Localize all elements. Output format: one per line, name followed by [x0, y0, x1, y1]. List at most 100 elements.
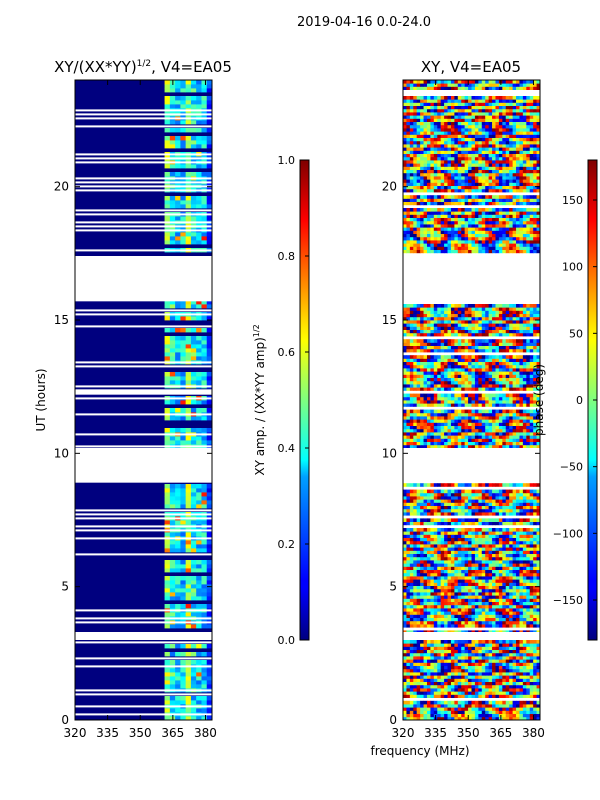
phase-cell — [437, 684, 442, 689]
phase-cell — [522, 393, 527, 398]
phase-cell — [447, 611, 452, 615]
phase-cell — [403, 377, 407, 382]
phase-cell — [437, 396, 442, 401]
phase-cell — [457, 489, 462, 494]
phase-cell — [450, 512, 455, 516]
phase-cell — [485, 412, 490, 417]
phase-cell — [519, 358, 524, 362]
phase-cell — [403, 662, 407, 666]
phase-cell — [454, 384, 459, 388]
phase-cell — [468, 614, 472, 618]
amplitude-cell — [169, 684, 176, 689]
phase-cell — [498, 377, 503, 382]
phase-cell — [416, 371, 421, 375]
phase-cell — [447, 572, 452, 577]
phase-cell — [447, 412, 452, 417]
phase-cell — [478, 614, 483, 618]
phase-cell — [485, 534, 490, 538]
phase-cell — [509, 377, 513, 382]
phase-cell — [403, 371, 407, 375]
phase-cell — [471, 547, 476, 551]
amplitude-cell — [196, 500, 202, 505]
phase-cell — [485, 652, 490, 657]
amplitude-flagged-row — [75, 181, 212, 184]
phase-cell — [519, 678, 524, 682]
phase-cell — [533, 544, 537, 548]
phase-cell — [447, 342, 452, 346]
phase-cell — [529, 502, 534, 506]
phase-cell — [488, 412, 493, 417]
amplitude-cell — [190, 440, 197, 445]
amplitude-cell — [180, 428, 187, 433]
phase-cell — [474, 432, 479, 436]
phase-cell — [430, 364, 435, 369]
phase-cell — [516, 358, 520, 362]
phase-cell — [516, 419, 520, 423]
phase-cell — [454, 355, 459, 359]
phase-cell — [526, 358, 531, 362]
phase-cell — [413, 512, 418, 516]
phase-cell — [406, 672, 411, 676]
phase-cell — [516, 384, 520, 388]
phase-cell — [492, 700, 496, 705]
phase-cell — [495, 595, 500, 599]
phase-cell — [457, 425, 462, 430]
phase-cell — [492, 672, 496, 676]
phase-cell — [457, 419, 462, 423]
phase-cell — [478, 668, 483, 673]
amplitude-cell — [190, 560, 197, 565]
phase-cell — [502, 499, 507, 503]
amplitude-cell — [190, 436, 197, 441]
amplitude-cell — [185, 140, 192, 145]
phase-cell — [474, 355, 479, 359]
amplitude-cell — [185, 580, 192, 585]
amplitude-cell — [185, 144, 192, 149]
amplitude-flagged-row — [75, 309, 212, 312]
phase-cell — [457, 652, 462, 657]
amplitude-cell — [164, 652, 171, 657]
phase-cell — [471, 380, 476, 385]
phase-cell — [423, 704, 428, 708]
phase-cell — [481, 345, 486, 350]
phase-cell — [519, 483, 524, 487]
phase-cell — [461, 646, 466, 650]
phase-cell — [519, 688, 524, 692]
amplitude-cell — [164, 672, 171, 677]
phase-cell — [423, 502, 428, 506]
amplitude-cell — [169, 504, 176, 509]
phase-cell — [519, 560, 524, 564]
phase-cell — [413, 675, 418, 679]
phase-cell — [529, 342, 534, 346]
amplitude-cell — [175, 624, 181, 629]
phase-cell — [516, 665, 520, 670]
phase-cell — [423, 428, 428, 433]
phase-cell — [488, 707, 493, 711]
phase-cell — [423, 544, 428, 548]
amplitude-cell — [201, 200, 208, 205]
phase-cell — [430, 403, 435, 407]
amplitude-cell — [180, 576, 187, 581]
phase-cell — [454, 412, 459, 417]
phase-cell — [440, 707, 445, 711]
phase-cell — [512, 694, 517, 698]
phase-cell — [478, 534, 483, 538]
phase-cell — [457, 361, 462, 366]
amplitude-cell — [180, 584, 187, 589]
amplitude-cell — [206, 408, 212, 413]
phase-cell — [485, 662, 490, 666]
phase-cell — [488, 544, 493, 548]
phase-cell — [533, 416, 537, 420]
phase-cell — [464, 700, 469, 705]
phase-cell — [426, 598, 431, 602]
phase-cell — [403, 416, 407, 420]
phase-cell — [519, 521, 524, 526]
phase-cell — [481, 409, 486, 414]
phase-cell — [474, 588, 479, 593]
phase-cell — [533, 441, 537, 446]
phase-cell — [509, 611, 513, 615]
phase-cell — [478, 358, 483, 362]
phase-cell — [468, 361, 472, 366]
phase-cell — [430, 649, 435, 654]
amplitude-cell — [180, 544, 187, 549]
phase-cell — [454, 614, 459, 618]
